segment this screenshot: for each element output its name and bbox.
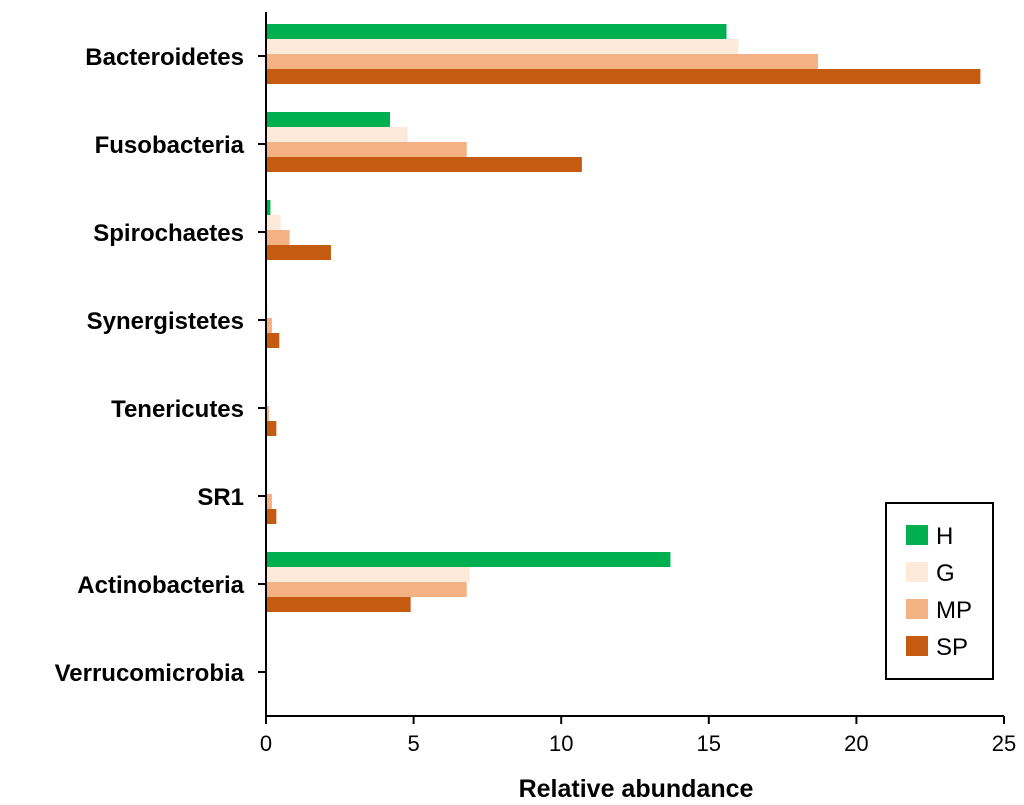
legend: HG MP SP bbox=[885, 502, 994, 680]
x-axis-title: Relative abundance bbox=[519, 775, 754, 803]
bar-sp-sr1 bbox=[266, 509, 277, 524]
bar-mp-bacteroidetes bbox=[266, 54, 819, 69]
category-labels: Bacteroidetes Fusobacteria Spirochaetes Syn… bbox=[55, 44, 266, 687]
x-tick-label: 5 bbox=[407, 731, 419, 756]
legend-label-mp: MP bbox=[936, 597, 972, 624]
bar-mp-sr1 bbox=[266, 494, 272, 509]
x-tick-label: 15 bbox=[697, 731, 721, 756]
bar-mp-fusobacteria bbox=[266, 142, 467, 157]
x-tick-label: 25 bbox=[992, 731, 1016, 756]
bar-h-bacteroidetes bbox=[266, 24, 727, 39]
bar-mp-synergistetes bbox=[266, 318, 272, 333]
legend-label-sp: SP bbox=[936, 634, 968, 661]
category-label: Actinobacteria bbox=[77, 572, 244, 599]
bar-g-actinobacteria bbox=[266, 567, 470, 582]
legend-label-g: G bbox=[936, 560, 955, 587]
bar-sp-actinobacteria bbox=[266, 597, 411, 612]
legend-swatch-mp bbox=[906, 599, 928, 619]
x-axis: 0 5 10 15 20 25 bbox=[260, 715, 1016, 756]
bar-mp-actinobacteria bbox=[266, 582, 467, 597]
category-label: Fusobacteria bbox=[95, 132, 245, 159]
x-tick-label: 10 bbox=[549, 731, 573, 756]
bar-h-fusobacteria bbox=[266, 112, 390, 127]
legend-swatch-g bbox=[906, 562, 928, 582]
bar-h-actinobacteria bbox=[266, 552, 671, 567]
bar-sp-bacteroidetes bbox=[266, 69, 981, 84]
bar-mp-tenericutes bbox=[266, 406, 269, 421]
x-tick-label: 20 bbox=[844, 731, 868, 756]
category-label: Tenericutes bbox=[111, 396, 244, 423]
x-tick-label: 0 bbox=[260, 731, 272, 756]
bar-sp-spirochaetes bbox=[266, 245, 331, 260]
bar-series-group bbox=[266, 24, 981, 612]
legend-swatch-sp bbox=[906, 636, 928, 656]
category-label: Synergistetes bbox=[87, 308, 244, 335]
bar-sp-tenericutes bbox=[266, 421, 277, 436]
bar-mp-spirochaetes bbox=[266, 230, 290, 245]
legend-label-h: H bbox=[936, 523, 953, 550]
bar-g-bacteroidetes bbox=[266, 39, 739, 54]
bar-h-spirochaetes bbox=[266, 200, 271, 215]
bar-g-spirochaetes bbox=[266, 215, 281, 230]
category-label: Bacteroidetes bbox=[85, 44, 244, 71]
bar-g-fusobacteria bbox=[266, 127, 408, 142]
category-label: SR1 bbox=[197, 484, 244, 511]
legend-box bbox=[885, 502, 994, 680]
legend-swatch-h bbox=[906, 525, 928, 545]
bar-sp-synergistetes bbox=[266, 333, 280, 348]
bar-sp-fusobacteria bbox=[266, 157, 582, 172]
category-label: Spirochaetes bbox=[93, 220, 244, 247]
category-label: Verrucomicrobia bbox=[55, 660, 245, 687]
